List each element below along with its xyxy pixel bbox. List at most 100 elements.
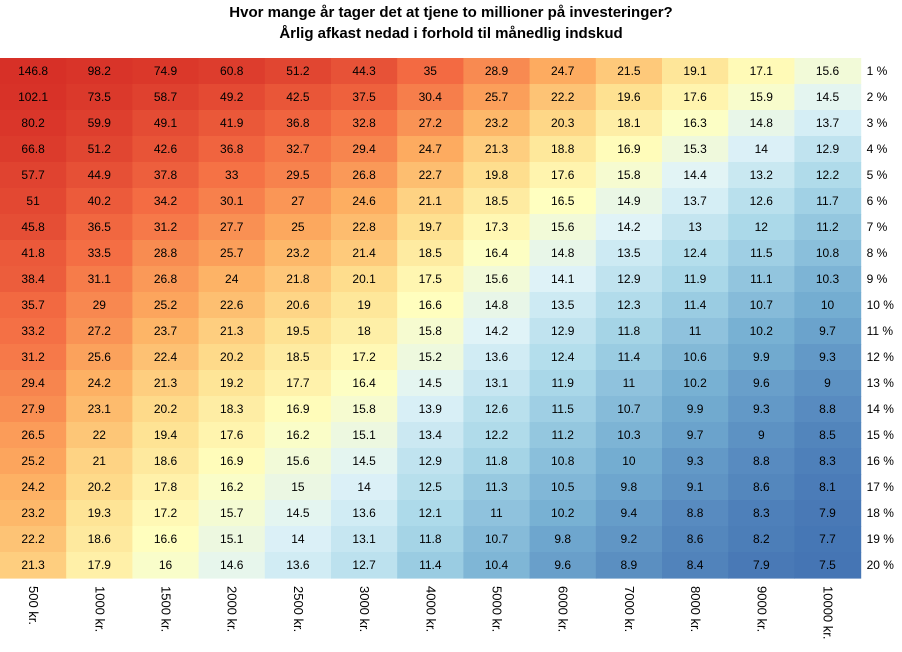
heatmap-cell-value: 16.5 bbox=[551, 194, 575, 208]
heatmap-cell-rect bbox=[331, 292, 398, 319]
heatmap-cell-value: 11.9 bbox=[551, 376, 574, 390]
heatmap-cell-rect bbox=[595, 110, 663, 137]
heatmap-cell-rect bbox=[529, 188, 597, 215]
heatmap-cell-rect bbox=[331, 58, 398, 85]
heatmap-cell-value: 10.7 bbox=[750, 298, 774, 312]
heatmap-cell-value: 20.2 bbox=[220, 350, 244, 364]
heatmap-cell: 12.9 bbox=[595, 266, 663, 293]
heatmap-cell: 19.8 bbox=[463, 162, 531, 189]
x-tick-label: 1500 kr. bbox=[159, 586, 174, 632]
heatmap-cell-value: 32.8 bbox=[352, 116, 376, 130]
heatmap-cell: 8.2 bbox=[728, 526, 795, 553]
heatmap-cell-rect bbox=[463, 84, 531, 111]
heatmap-cell: 21.3 bbox=[463, 136, 531, 163]
heatmap-cell-rect bbox=[397, 344, 464, 371]
heatmap-cell: 24.2 bbox=[66, 370, 133, 397]
heatmap-cell-value: 10.2 bbox=[551, 506, 575, 520]
heatmap-cell-value: 23.2 bbox=[21, 506, 45, 520]
heatmap-cell: 24.7 bbox=[397, 136, 464, 163]
heatmap-cell: 8.3 bbox=[728, 500, 795, 527]
heatmap-cell-value: 25.2 bbox=[154, 298, 178, 312]
heatmap-cell: 10.8 bbox=[529, 448, 597, 475]
heatmap-cell: 25 bbox=[264, 214, 332, 241]
heatmap-cell-value: 20.6 bbox=[286, 298, 310, 312]
heatmap-cell: 14.4 bbox=[662, 162, 729, 189]
heatmap-cell-rect bbox=[66, 214, 133, 241]
heatmap-cell-value: 8.3 bbox=[819, 454, 836, 468]
heatmap-cell: 9.1 bbox=[662, 474, 729, 501]
heatmap-cell-rect bbox=[66, 188, 133, 215]
heatmap-cell-rect bbox=[0, 292, 67, 319]
y-tick-label: 9 % bbox=[867, 272, 888, 286]
heatmap-cell-value: 13.1 bbox=[485, 376, 509, 390]
heatmap-cell-rect bbox=[264, 526, 332, 553]
heatmap-cell-value: 27.2 bbox=[419, 116, 443, 130]
heatmap-cell: 10 bbox=[595, 448, 663, 475]
heatmap-cell-value: 21.5 bbox=[617, 64, 641, 78]
heatmap-cell-value: 12.4 bbox=[683, 246, 707, 260]
heatmap-cell-value: 16.6 bbox=[419, 298, 443, 312]
heatmap-cell-value: 9.6 bbox=[753, 376, 770, 390]
heatmap-cell-rect bbox=[66, 500, 133, 527]
heatmap-cell-rect bbox=[728, 526, 795, 553]
heatmap-cell-rect bbox=[397, 136, 464, 163]
x-tick-label: 2500 kr. bbox=[291, 586, 306, 632]
heatmap-cell-value: 59.9 bbox=[88, 116, 112, 130]
heatmap-cell-value: 12.9 bbox=[617, 272, 641, 286]
heatmap-cell-value: 22.8 bbox=[352, 220, 376, 234]
heatmap-cell: 15.2 bbox=[397, 344, 464, 371]
heatmap-cell: 10.2 bbox=[529, 500, 597, 527]
heatmap-cell-value: 13.7 bbox=[683, 194, 707, 208]
heatmap-cell: 19 bbox=[331, 292, 398, 319]
heatmap-cell-value: 31.1 bbox=[88, 272, 112, 286]
heatmap-cell: 21 bbox=[66, 448, 133, 475]
heatmap-cell-rect bbox=[463, 500, 531, 527]
heatmap-cell-rect bbox=[397, 318, 464, 345]
heatmap-cell-rect bbox=[198, 136, 266, 163]
heatmap-cell: 60.8 bbox=[198, 58, 266, 85]
heatmap-cell-rect bbox=[794, 448, 862, 475]
heatmap-cell-rect bbox=[397, 58, 464, 85]
heatmap-cell-rect bbox=[264, 110, 332, 137]
heatmap-cell-rect bbox=[264, 474, 332, 501]
heatmap-cell-value: 11.4 bbox=[618, 350, 641, 364]
heatmap-cell: 11.3 bbox=[463, 474, 531, 501]
heatmap-cell-rect bbox=[529, 370, 597, 397]
heatmap-cell: 22.4 bbox=[132, 344, 200, 371]
heatmap-cell-rect bbox=[463, 292, 531, 319]
heatmap-cell-rect bbox=[463, 162, 531, 189]
heatmap-cell: 23.7 bbox=[132, 318, 200, 345]
heatmap-cell-rect bbox=[794, 214, 862, 241]
heatmap-cell-value: 30.1 bbox=[220, 194, 244, 208]
heatmap-cell-rect bbox=[132, 474, 200, 501]
heatmap-cell-value: 21.3 bbox=[21, 558, 45, 572]
heatmap-cell-rect bbox=[463, 552, 531, 579]
heatmap-cell-value: 57.7 bbox=[21, 168, 45, 182]
heatmap-cell-value: 8.4 bbox=[687, 558, 704, 572]
heatmap-cell-value: 14 bbox=[357, 480, 371, 494]
heatmap-cell-rect bbox=[595, 214, 663, 241]
heatmap-cell-rect bbox=[529, 292, 597, 319]
heatmap-cell-value: 13.6 bbox=[485, 350, 509, 364]
heatmap-cell: 7.9 bbox=[728, 552, 795, 579]
heatmap-cell-value: 15.6 bbox=[551, 220, 575, 234]
heatmap-cell-rect bbox=[264, 318, 332, 345]
heatmap-cell-rect bbox=[463, 474, 531, 501]
heatmap-cell-rect bbox=[264, 448, 332, 475]
heatmap-cell-rect bbox=[794, 422, 862, 449]
heatmap-cell-rect bbox=[794, 110, 862, 137]
heatmap-cell-rect bbox=[331, 370, 398, 397]
heatmap-cell-rect bbox=[264, 266, 332, 293]
heatmap-cell: 9.9 bbox=[662, 396, 729, 423]
heatmap-cell: 28.9 bbox=[463, 58, 531, 85]
heatmap-cell-rect bbox=[0, 240, 67, 267]
heatmap-cell-rect bbox=[794, 370, 862, 397]
heatmap-cell-value: 36.8 bbox=[220, 142, 244, 156]
heatmap-cell-value: 16.2 bbox=[220, 480, 244, 494]
heatmap-cell-rect bbox=[397, 448, 464, 475]
heatmap-cell-value: 10.7 bbox=[617, 402, 641, 416]
heatmap-cell: 13.6 bbox=[264, 552, 332, 579]
heatmap-cell-value: 34.2 bbox=[154, 194, 178, 208]
heatmap-cell: 26.8 bbox=[132, 266, 200, 293]
heatmap-cell-value: 11 bbox=[490, 506, 503, 520]
